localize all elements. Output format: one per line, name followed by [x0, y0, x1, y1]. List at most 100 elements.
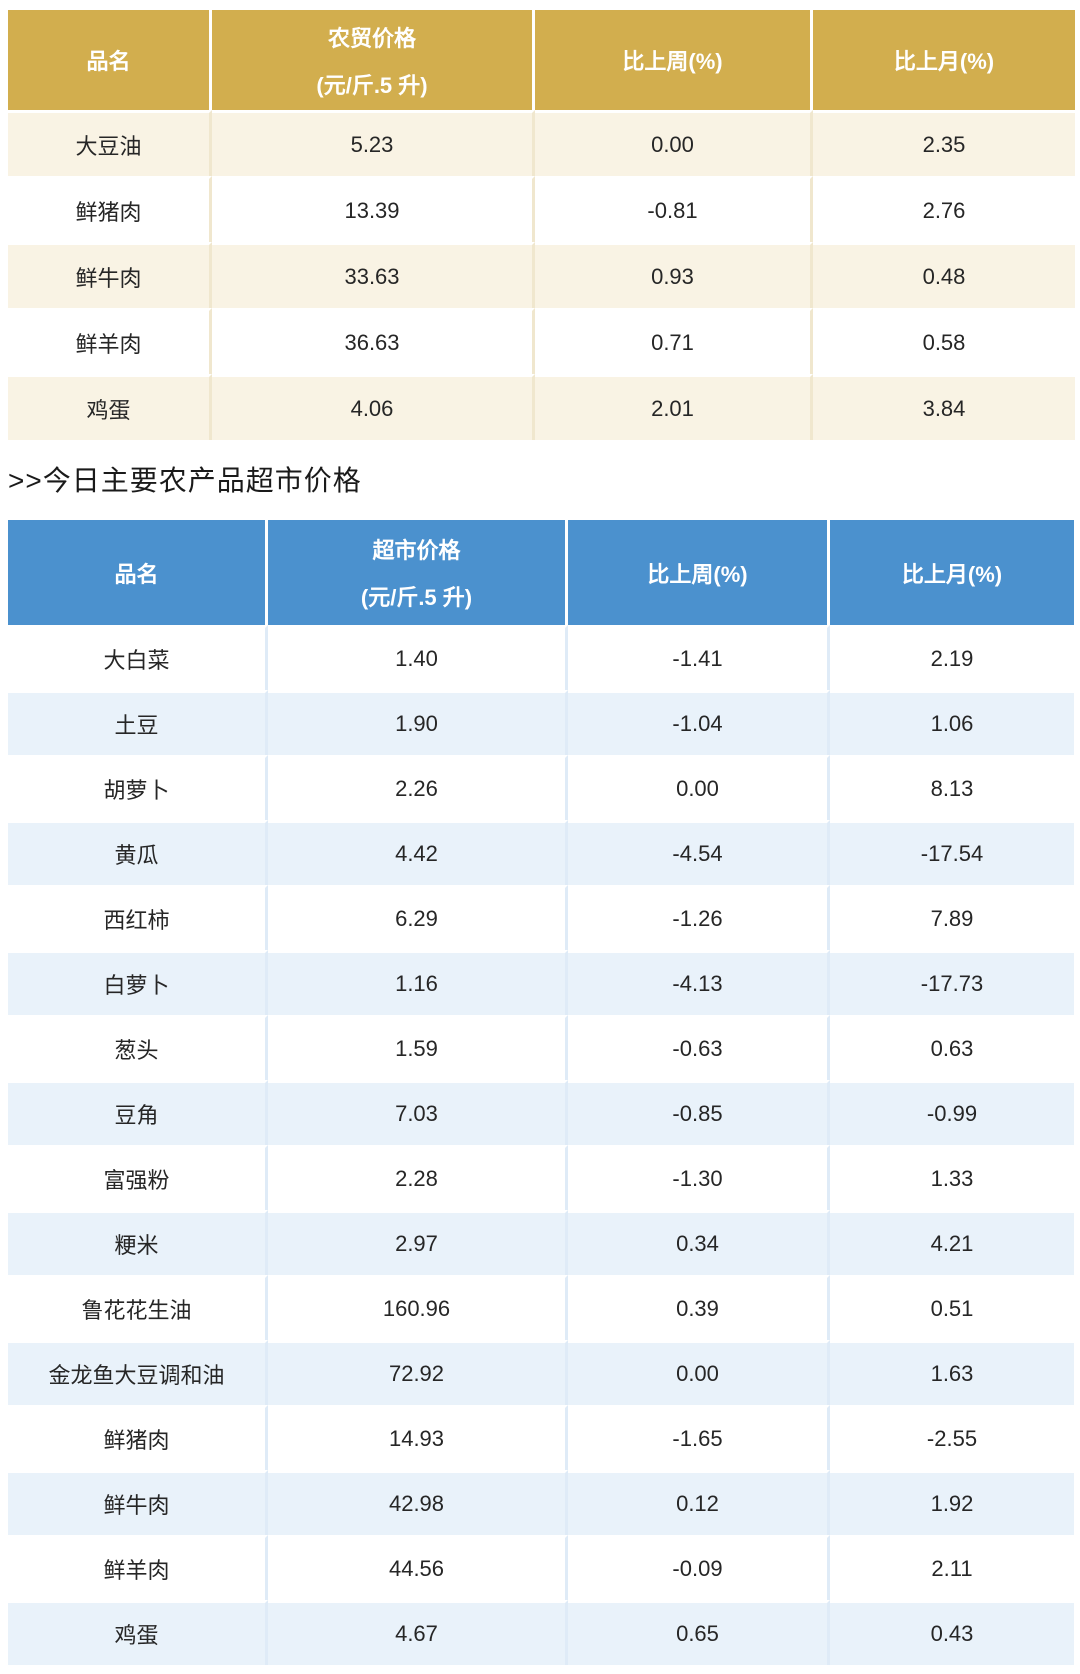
farm-price-table: 品名 农贸价格 (元/斤.5 升) 比上周(%) 比上月(%) 大豆油 5.23 0…: [8, 10, 1075, 440]
vs-month-value-cell: 2.35: [813, 110, 1075, 176]
product-name-cell: 白萝卜: [8, 950, 268, 1015]
column-header-vs-week: 比上周(%): [535, 10, 813, 110]
price-value-cell: 1.90: [268, 690, 568, 755]
table-row: 白萝卜 1.16 -4.13 -17.73: [8, 950, 1074, 1015]
table-row: 鲜羊肉 44.56 -0.09 2.11: [8, 1535, 1074, 1600]
vs-week-value-cell: -1.41: [568, 625, 830, 690]
product-name-cell: 土豆: [8, 690, 268, 755]
vs-week-value-cell: 2.01: [535, 374, 813, 440]
table-row: 土豆 1.90 -1.04 1.06: [8, 690, 1074, 755]
column-header-vs-month: 比上月(%): [830, 520, 1074, 625]
price-value-cell: 33.63: [212, 242, 535, 308]
table-row: 粳米 2.97 0.34 4.21: [8, 1210, 1074, 1275]
price-value-cell: 6.29: [268, 885, 568, 950]
vs-month-value-cell: 1.63: [830, 1340, 1074, 1405]
price-value-cell: 4.67: [268, 1600, 568, 1665]
farm-price-label: 农贸价格: [327, 25, 416, 51]
price-value-cell: 44.56: [268, 1535, 568, 1600]
price-value-cell: 2.28: [268, 1145, 568, 1210]
header-row: 品名 超市价格 (元/斤.5 升) 比上周(%) 比上月(%): [8, 520, 1074, 625]
price-value-cell: 1.16: [268, 950, 568, 1015]
product-name-cell: 葱头: [8, 1015, 268, 1080]
vs-month-value-cell: -0.99: [830, 1080, 1074, 1145]
column-header-product: 品名: [8, 520, 268, 625]
table-row: 鲜猪肉 14.93 -1.65 -2.55: [8, 1405, 1074, 1470]
vs-month-value-cell: 2.11: [830, 1535, 1074, 1600]
vs-month-value-cell: 7.89: [830, 885, 1074, 950]
table-row: 胡萝卜 2.26 0.00 8.13: [8, 755, 1074, 820]
vs-month-value-cell: 1.33: [830, 1145, 1074, 1210]
product-name-cell: 豆角: [8, 1080, 268, 1145]
price-value-cell: 13.39: [212, 176, 535, 242]
product-name-cell: 鸡蛋: [8, 374, 212, 440]
product-name-cell: 大白菜: [8, 625, 268, 690]
vs-month-value-cell: -17.54: [830, 820, 1074, 885]
table-row: 豆角 7.03 -0.85 -0.99: [8, 1080, 1074, 1145]
vs-week-value-cell: 0.00: [568, 755, 830, 820]
vs-month-value-cell: 0.43: [830, 1600, 1074, 1665]
column-header-super-price: 超市价格 (元/斤.5 升): [268, 520, 568, 625]
vs-week-value-cell: 0.12: [568, 1470, 830, 1535]
vs-week-value-cell: 0.65: [568, 1600, 830, 1665]
table-row: 鲜牛肉 33.63 0.93 0.48: [8, 242, 1075, 308]
price-value-cell: 72.92: [268, 1340, 568, 1405]
product-name-cell: 鲜猪肉: [8, 1405, 268, 1470]
vs-month-value-cell: 1.92: [830, 1470, 1074, 1535]
product-name-cell: 鲜猪肉: [8, 176, 212, 242]
vs-month-value-cell: 8.13: [830, 755, 1074, 820]
table-row: 鲜羊肉 36.63 0.71 0.58: [8, 308, 1075, 374]
vs-month-value-cell: 2.19: [830, 625, 1074, 690]
column-header-vs-month: 比上月(%): [813, 10, 1075, 110]
vs-week-value-cell: 0.34: [568, 1210, 830, 1275]
vs-week-value-cell: -4.54: [568, 820, 830, 885]
product-name-cell: 富强粉: [8, 1145, 268, 1210]
section-title: >>今日主要农产品超市价格: [8, 465, 362, 496]
super-table-header: 品名 超市价格 (元/斤.5 升) 比上周(%) 比上月(%): [8, 520, 1074, 625]
product-name-cell: 西红柿: [8, 885, 268, 950]
table-row: 鲜牛肉 42.98 0.12 1.92: [8, 1470, 1074, 1535]
vs-week-value-cell: -1.04: [568, 690, 830, 755]
super-price-unit: (元/斤.5 升): [360, 585, 473, 610]
product-name-cell: 鲜羊肉: [8, 308, 212, 374]
column-header-farm-price: 农贸价格 (元/斤.5 升): [212, 10, 535, 110]
table-row: 鲜猪肉 13.39 -0.81 2.76: [8, 176, 1075, 242]
farm-price-unit: (元/斤.5 升): [316, 72, 428, 98]
product-name-cell: 大豆油: [8, 110, 212, 176]
vs-month-value-cell: 0.58: [813, 308, 1075, 374]
vs-week-value-cell: 0.00: [568, 1340, 830, 1405]
table-row: 富强粉 2.28 -1.30 1.33: [8, 1145, 1074, 1210]
vs-week-value-cell: 0.00: [535, 110, 813, 176]
product-name-cell: 鲜羊肉: [8, 1535, 268, 1600]
vs-month-value-cell: -2.55: [830, 1405, 1074, 1470]
price-value-cell: 14.93: [268, 1405, 568, 1470]
price-value-cell: 1.59: [268, 1015, 568, 1080]
vs-week-value-cell: 0.93: [535, 242, 813, 308]
super-table-body: 大白菜 1.40 -1.41 2.19 土豆 1.90 -1.04 1.06 胡萝卜 2.26 0.…: [8, 625, 1074, 1665]
product-name-cell: 胡萝卜: [8, 755, 268, 820]
table-row: 鲁花花生油 160.96 0.39 0.51: [8, 1275, 1074, 1340]
farm-table-body: 大豆油 5.23 0.00 2.35 鲜猪肉 13.39 -0.81 2.76 鲜牛肉 33.63…: [8, 110, 1075, 440]
price-value-cell: 42.98: [268, 1470, 568, 1535]
column-header-vs-week: 比上周(%): [568, 520, 830, 625]
price-value-cell: 2.26: [268, 755, 568, 820]
table-row: 大白菜 1.40 -1.41 2.19: [8, 625, 1074, 690]
price-value-cell: 36.63: [212, 308, 535, 374]
table-row: 西红柿 6.29 -1.26 7.89: [8, 885, 1074, 950]
table-row: 大豆油 5.23 0.00 2.35: [8, 110, 1075, 176]
vs-month-value-cell: 0.63: [830, 1015, 1074, 1080]
farm-table-header: 品名 农贸价格 (元/斤.5 升) 比上周(%) 比上月(%): [8, 10, 1075, 110]
super-price-label: 超市价格: [372, 538, 461, 563]
table-row: 金龙鱼大豆调和油 72.92 0.00 1.63: [8, 1340, 1074, 1405]
vs-month-value-cell: 0.48: [813, 242, 1075, 308]
table-row: 黄瓜 4.42 -4.54 -17.54: [8, 820, 1074, 885]
product-name-cell: 鸡蛋: [8, 1600, 268, 1665]
header-row: 品名 农贸价格 (元/斤.5 升) 比上周(%) 比上月(%): [8, 10, 1075, 110]
column-header-product: 品名: [8, 10, 212, 110]
vs-week-value-cell: -4.13: [568, 950, 830, 1015]
super-price-table: 品名 超市价格 (元/斤.5 升) 比上周(%) 比上月(%) 大白菜 1.40-…: [8, 520, 1074, 1665]
vs-month-value-cell: 3.84: [813, 374, 1075, 440]
table-row: 鸡蛋 4.06 2.01 3.84: [8, 374, 1075, 440]
table-row: 葱头 1.59 -0.63 0.63: [8, 1015, 1074, 1080]
price-value-cell: 4.42: [268, 820, 568, 885]
